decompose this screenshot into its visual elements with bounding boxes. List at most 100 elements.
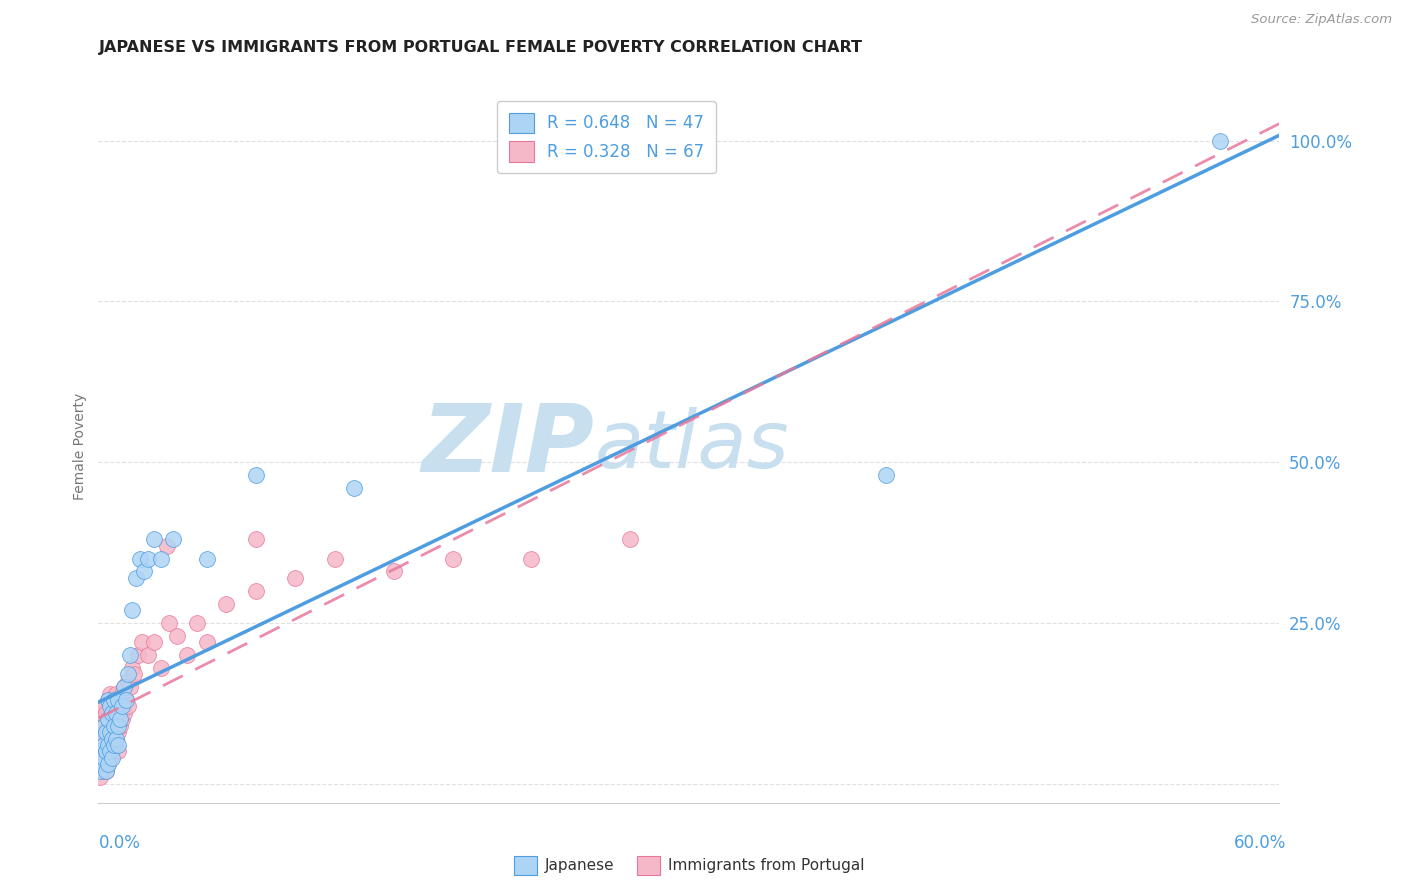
Text: atlas: atlas bbox=[595, 407, 789, 485]
Point bbox=[245, 583, 267, 598]
Point bbox=[136, 551, 159, 566]
Point bbox=[91, 757, 114, 772]
Point bbox=[98, 731, 121, 746]
Point bbox=[105, 686, 128, 700]
Point bbox=[166, 629, 188, 643]
Point bbox=[323, 551, 346, 566]
Point bbox=[245, 533, 267, 547]
Point bbox=[91, 764, 114, 778]
Point bbox=[97, 719, 120, 733]
Point bbox=[117, 667, 139, 681]
Point bbox=[382, 565, 405, 579]
Point bbox=[157, 615, 180, 630]
Point bbox=[441, 551, 464, 566]
Point bbox=[186, 615, 208, 630]
Point bbox=[101, 744, 124, 758]
Point bbox=[162, 533, 184, 547]
Point bbox=[101, 725, 124, 739]
Point bbox=[91, 725, 114, 739]
Point bbox=[118, 680, 141, 694]
Point bbox=[108, 719, 131, 733]
Point bbox=[101, 731, 124, 746]
Point bbox=[89, 744, 111, 758]
Point bbox=[103, 693, 125, 707]
Point bbox=[98, 686, 121, 700]
Point bbox=[91, 731, 114, 746]
Point bbox=[101, 706, 124, 720]
Point bbox=[156, 539, 179, 553]
Point bbox=[108, 712, 131, 726]
Point bbox=[91, 706, 114, 720]
Text: ZIP: ZIP bbox=[422, 400, 595, 492]
Text: Source: ZipAtlas.com: Source: ZipAtlas.com bbox=[1251, 13, 1392, 27]
Point bbox=[105, 712, 128, 726]
Point bbox=[136, 648, 159, 662]
Point bbox=[93, 699, 115, 714]
Point bbox=[150, 551, 173, 566]
Point bbox=[284, 571, 307, 585]
Point bbox=[108, 693, 131, 707]
Point bbox=[93, 757, 115, 772]
Point bbox=[117, 699, 139, 714]
Point bbox=[132, 565, 155, 579]
Point bbox=[128, 551, 150, 566]
Point bbox=[115, 693, 138, 707]
Point bbox=[96, 744, 118, 758]
Point bbox=[97, 693, 120, 707]
Point bbox=[107, 693, 129, 707]
Point bbox=[195, 635, 218, 649]
Point bbox=[98, 725, 121, 739]
Point bbox=[245, 467, 267, 482]
Point bbox=[127, 648, 149, 662]
Point bbox=[105, 731, 128, 746]
Point bbox=[93, 738, 115, 752]
Point bbox=[93, 719, 115, 733]
Point bbox=[101, 751, 124, 765]
Point bbox=[112, 680, 135, 694]
Point bbox=[97, 693, 120, 707]
Point bbox=[96, 725, 118, 739]
Point bbox=[107, 699, 129, 714]
Point bbox=[125, 571, 148, 585]
Point bbox=[93, 751, 115, 765]
Point bbox=[98, 712, 121, 726]
Point bbox=[195, 551, 218, 566]
Point bbox=[98, 699, 121, 714]
Text: 60.0%: 60.0% bbox=[1234, 834, 1286, 852]
Y-axis label: Female Poverty: Female Poverty bbox=[73, 392, 87, 500]
Point bbox=[107, 744, 129, 758]
Point bbox=[98, 744, 121, 758]
Point bbox=[520, 551, 543, 566]
Point bbox=[103, 719, 125, 733]
Point bbox=[142, 635, 165, 649]
Point bbox=[103, 693, 125, 707]
Point bbox=[343, 481, 366, 495]
Point bbox=[96, 725, 118, 739]
Point bbox=[118, 648, 141, 662]
Point bbox=[97, 738, 120, 752]
Point bbox=[103, 738, 125, 752]
Text: JAPANESE VS IMMIGRANTS FROM PORTUGAL FEMALE POVERTY CORRELATION CHART: JAPANESE VS IMMIGRANTS FROM PORTUGAL FEM… bbox=[98, 40, 862, 55]
Point bbox=[115, 693, 138, 707]
Point bbox=[875, 467, 897, 482]
Point bbox=[105, 706, 128, 720]
Point bbox=[107, 725, 129, 739]
Point bbox=[107, 719, 129, 733]
Point bbox=[131, 635, 153, 649]
Point bbox=[150, 661, 173, 675]
Point bbox=[93, 738, 115, 752]
Point bbox=[97, 738, 120, 752]
Point bbox=[96, 706, 118, 720]
Point bbox=[105, 731, 128, 746]
Point bbox=[215, 597, 238, 611]
Point bbox=[97, 757, 120, 772]
Point bbox=[103, 719, 125, 733]
Point bbox=[111, 712, 134, 726]
Point bbox=[111, 699, 134, 714]
Point bbox=[176, 648, 198, 662]
Point bbox=[103, 738, 125, 752]
Point bbox=[1209, 134, 1232, 148]
Point bbox=[121, 603, 143, 617]
Point bbox=[89, 764, 111, 778]
Point bbox=[96, 764, 118, 778]
